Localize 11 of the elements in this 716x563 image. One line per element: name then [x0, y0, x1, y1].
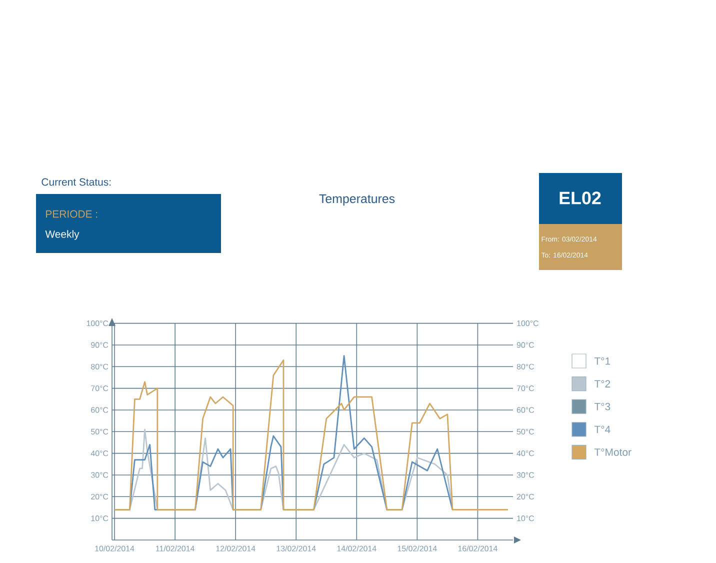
line-series — [114, 359, 509, 510]
text: Weekly — [45, 230, 80, 240]
legend-label: T°4 — [594, 426, 610, 434]
legend-label: T°1 — [594, 357, 610, 365]
chart-title: Temperatures — [319, 194, 395, 206]
legend-label: T°Motor — [594, 448, 632, 456]
legend-label: T°3 — [594, 402, 610, 410]
text: Current Status: — [42, 178, 111, 186]
text: EL02 — [560, 192, 601, 204]
legend-label: T°2 — [594, 380, 610, 388]
text: PERIODE : — [46, 210, 98, 218]
